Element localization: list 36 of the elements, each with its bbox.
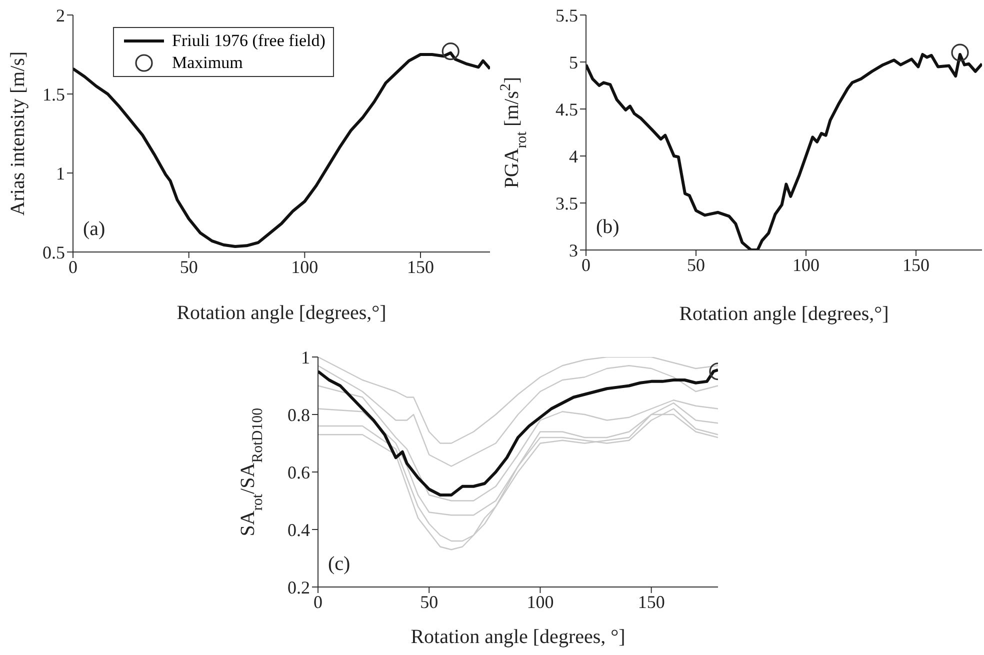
x-axis-title: Rotation angle [degrees, °] <box>410 626 626 648</box>
y-tick-label: 0.6 <box>288 462 310 482</box>
y-axis-title: Arias intensity [m/s] <box>7 51 29 216</box>
annotation: (b) <box>596 216 620 239</box>
x-axis-title: Rotation angle [degrees,°] <box>176 302 386 324</box>
y-tick-label: 4 <box>569 146 578 166</box>
x-tick-label: 50 <box>180 256 198 277</box>
y-tick-label: 0.2 <box>288 577 310 598</box>
y-tick-label: 0.8 <box>288 404 310 425</box>
x-tick-label: 150 <box>902 254 930 275</box>
y-tick-label: 5.5 <box>556 5 578 26</box>
x-tick-label: 100 <box>526 592 554 612</box>
y-tick-label: 4.5 <box>556 99 578 120</box>
y-tick-label: 1.5 <box>42 84 65 104</box>
legend-label: Friuli 1976 (free field) <box>172 31 326 51</box>
legend-label: Maximum <box>172 53 243 73</box>
x-tick-label: 0 <box>314 592 322 612</box>
y-tick-label: 1 <box>301 347 310 368</box>
x-tick-label: 150 <box>407 256 434 277</box>
x-tick-label: 50 <box>420 592 438 612</box>
x-tick-label: 0 <box>68 256 78 277</box>
y-tick-label: 3 <box>569 240 578 260</box>
annotation: (a) <box>83 218 106 241</box>
y-tick-label: 0.5 <box>42 242 65 262</box>
x-tick-label: 100 <box>291 256 318 277</box>
x-tick-label: 150 <box>638 592 665 612</box>
x-tick-label: 0 <box>582 254 590 275</box>
annotation: (c) <box>328 553 350 576</box>
y-tick-label: 2 <box>56 5 65 26</box>
y-tick-label: 3.5 <box>556 193 578 214</box>
y-tick-label: 5 <box>569 52 578 72</box>
y-tick-label: 1 <box>56 163 65 184</box>
x-tick-label: 50 <box>687 254 705 275</box>
x-tick-label: 100 <box>792 254 820 275</box>
x-axis-title: Rotation angle [degrees,°] <box>679 303 889 325</box>
y-tick-label: 0.4 <box>288 520 310 540</box>
